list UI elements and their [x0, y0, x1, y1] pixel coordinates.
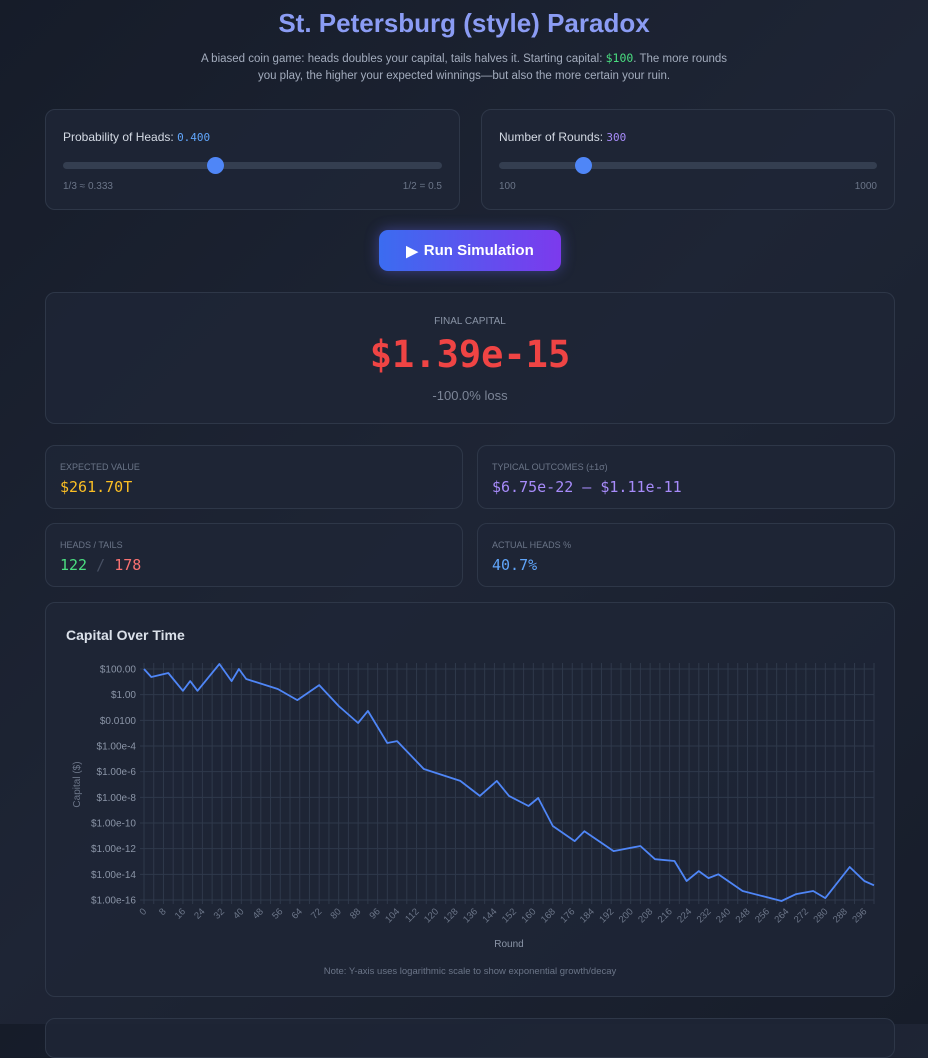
y-tick-label: $1.00e-14: [91, 870, 136, 881]
tails-count: 178: [114, 556, 142, 574]
final-capital-label: FINAL CAPITAL: [434, 316, 506, 327]
y-tick-label: $100.00: [100, 665, 137, 676]
x-tick-label: 216: [656, 906, 675, 925]
typical-outcomes-card: TYPICAL OUTCOMES (±1σ) $6.75e-22 – $1.11…: [477, 445, 895, 509]
heads-tails-card: HEADS / TAILS 122 / 178: [45, 523, 463, 587]
x-tick-label: 280: [811, 906, 830, 925]
x-tick-label: 200: [617, 906, 636, 925]
rounds-control: Number of Rounds: 300 100 1000: [481, 109, 895, 210]
x-tick-label: 48: [251, 906, 266, 921]
final-capital-card: FINAL CAPITAL $1.39e-15 -100.0% loss: [45, 292, 895, 424]
capital-chart: $100.00 $1.00 $0.0100 $1.00e-4 $1.00e-6 $1.00…: [72, 663, 875, 950]
chart-card: Capital Over Time $100.00 $1.00 $0.0100 $1.…: [45, 602, 895, 997]
x-tick-label: 248: [734, 906, 753, 925]
x-tick-label: 232: [695, 906, 714, 925]
x-tick-label: 128: [442, 906, 461, 925]
slider-min-label: 1/3 ≈ 0.333: [63, 181, 113, 192]
chart-note: Note: Y-axis uses logarithmic scale to s…: [323, 966, 617, 977]
x-tick-label: 272: [792, 906, 811, 925]
y-tick-label: $1.00: [111, 690, 136, 701]
x-tick-label: 240: [714, 906, 733, 925]
x-tick-label: 184: [578, 906, 597, 925]
y-tick-label: $1.00e-6: [97, 767, 137, 778]
probability-value: 0.400: [177, 131, 211, 144]
x-tick-label: 16: [173, 906, 188, 921]
slider-max-label: 1/2 = 0.5: [402, 181, 442, 192]
x-tick-label: 96: [367, 906, 382, 921]
y-tick-label: $1.00e-16: [91, 896, 136, 907]
x-tick-label: 224: [675, 906, 694, 925]
x-tick-label: 80: [329, 906, 344, 921]
x-tick-label: 120: [422, 906, 441, 925]
x-tick-label: 72: [309, 906, 324, 921]
expected-value: $261.70T: [60, 478, 133, 496]
rounds-slider[interactable]: [499, 157, 877, 174]
heads-count: 122: [60, 556, 88, 574]
typical-outcomes-value: $6.75e-22 – $1.11e-11: [492, 478, 682, 496]
x-tick-label: 56: [270, 906, 285, 921]
x-tick-label: 160: [519, 906, 538, 925]
y-axis-label: Capital ($): [72, 761, 83, 807]
x-axis-label: Round: [494, 939, 523, 950]
play-icon: ▶: [406, 242, 418, 260]
y-tick-label: $0.0100: [100, 716, 137, 727]
probability-slider[interactable]: [63, 157, 442, 174]
x-tick-label: 32: [212, 906, 227, 921]
subtitle: A biased coin game: heads doubles your c…: [200, 51, 728, 82]
rounds-value: 300: [606, 131, 627, 144]
capital-line: [143, 663, 875, 902]
y-tick-label: $1.00e-12: [91, 844, 136, 855]
page-title: St. Petersburg (style) Paradox: [278, 8, 650, 38]
x-tick-label: 136: [461, 906, 480, 925]
x-tick-label: 168: [539, 906, 558, 925]
x-tick-label: 208: [636, 906, 655, 925]
x-tick-label: 112: [403, 906, 421, 924]
actual-heads-card: ACTUAL HEADS % 40.7%: [477, 523, 895, 587]
x-tick-label: 192: [597, 906, 616, 925]
x-tick-label: 24: [192, 906, 207, 921]
expected-value-card: EXPECTED VALUE $261.70T: [45, 445, 463, 509]
x-tick-label: 104: [383, 906, 402, 925]
x-tick-label: 144: [481, 906, 500, 925]
x-tick-label: 288: [831, 906, 850, 925]
x-tick-label: 256: [753, 906, 772, 925]
x-tick-label: 296: [850, 906, 869, 925]
run-simulation-button[interactable]: ▶ Run Simulation: [379, 230, 561, 271]
next-card: [45, 1018, 895, 1058]
change-text: -100.0% loss: [432, 388, 508, 403]
x-tick-label: 40: [231, 906, 246, 921]
y-tick-label: $1.00e-10: [91, 819, 136, 830]
x-tick-label: 88: [348, 906, 363, 921]
x-tick-label: 176: [558, 906, 577, 925]
actual-heads-value: 40.7%: [492, 556, 538, 574]
slider-thumb[interactable]: [574, 157, 592, 174]
final-capital-value: $1.39e-15: [369, 333, 571, 376]
slider-min-label: 100: [499, 181, 516, 192]
y-tick-label: $1.00e-4: [97, 742, 137, 753]
slider-max-label: 1000: [854, 181, 877, 192]
chart-title: Capital Over Time: [66, 627, 185, 643]
starting-capital: $100: [605, 51, 634, 65]
x-tick-label: 152: [500, 906, 519, 925]
slider-thumb[interactable]: [206, 157, 224, 174]
y-tick-label: $1.00e-8: [97, 793, 137, 804]
x-tick-label: 64: [290, 906, 305, 921]
x-tick-label: 0: [138, 906, 150, 918]
x-tick-label: 8: [157, 906, 169, 918]
x-tick-label: 264: [773, 906, 792, 925]
probability-control: Probability of Heads: 0.400 1/3 ≈ 0.333 …: [45, 109, 460, 210]
